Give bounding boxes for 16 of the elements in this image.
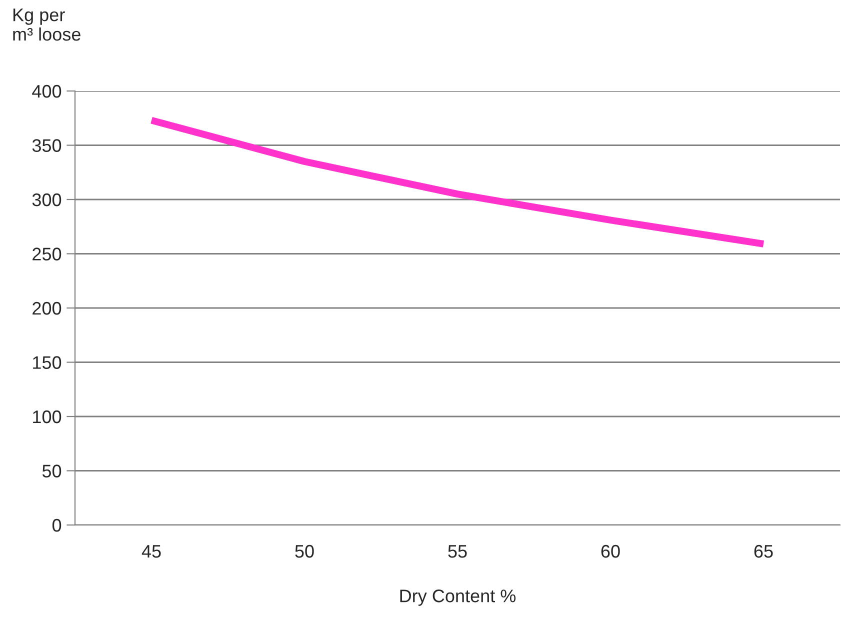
y-axis-title: Kg per m³ loose	[13, 8, 80, 41]
y-tick-label: 50	[42, 464, 62, 478]
y-tick-label: 250	[32, 248, 62, 260]
x-tick-label: 45	[142, 545, 161, 558]
x-tick-label: 65	[754, 544, 773, 558]
y-tick-label: 400	[32, 84, 62, 98]
y-tick-label: 150	[33, 356, 62, 369]
y-tick-label: 0	[52, 518, 62, 532]
y-tick-label: 300	[32, 193, 62, 206]
x-tick-label: 60	[601, 544, 620, 558]
y-tick-label: 100	[33, 410, 62, 424]
x-tick-label: 55	[448, 545, 467, 558]
x-axis-title: Dry Content %	[400, 590, 516, 606]
y-tick-label: 350	[32, 139, 62, 152]
x-tick-label: 50	[295, 544, 314, 558]
y-tick-label: 200	[32, 302, 62, 315]
